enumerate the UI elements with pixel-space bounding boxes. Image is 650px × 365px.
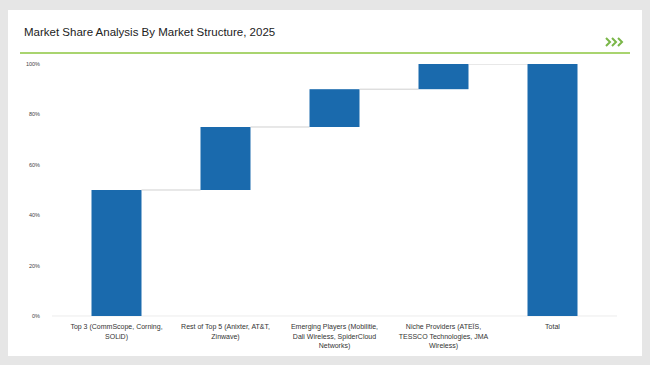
title-rule [20,52,630,54]
y-tick-label: 0% [32,313,40,319]
connector [251,127,310,128]
chart: Market Share Analysis By Market Structur… [0,0,650,365]
y-tick-label: 60% [29,162,40,168]
x-tick-label: Niche Providers (ATEÏS,TESSCO Technologi… [399,323,489,350]
y-tick [42,215,44,216]
x-tick-label: Emerging Players (Mobilitie,Dali Wireles… [291,323,378,350]
connector [142,190,201,191]
y-tick-label: 80% [29,111,40,117]
chevrons [606,38,622,46]
panel [8,10,642,356]
y-tick [42,265,44,266]
y-tick [42,316,44,317]
bar [92,190,142,316]
title: Market Share Analysis By Market Structur… [24,26,275,38]
connector [360,89,419,90]
connector [469,64,528,65]
x-tick-label: Top 3 (CommScope, Corning,SOLiD) [70,323,162,341]
y-tick-label: 40% [29,212,40,218]
y-tick [42,114,44,115]
bar [310,89,360,127]
bar [201,127,251,190]
bar [528,64,578,316]
y-tick-label: 100% [26,61,40,67]
y-tick [42,64,44,65]
x-tick-label: Rest of Top 5 (Anixter, AT&T,Zinwave) [181,323,270,341]
y-tick [42,164,44,165]
y-tick-label: 20% [29,263,40,269]
bars [92,64,578,316]
x-tick-label: Total [545,323,560,330]
bar [419,64,469,89]
